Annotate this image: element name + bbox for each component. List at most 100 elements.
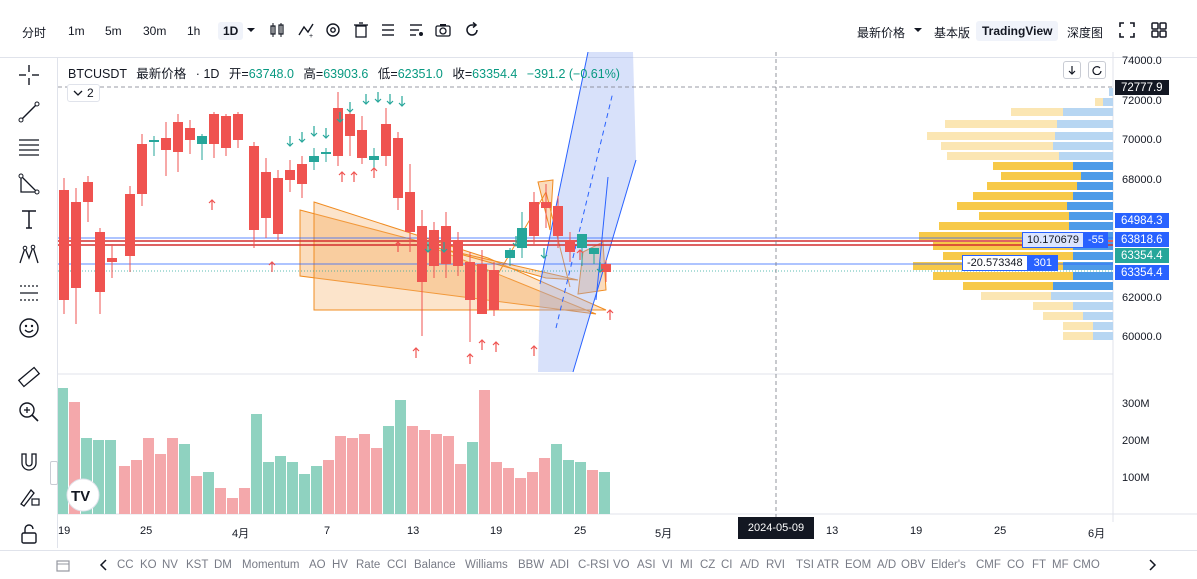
zoom-icon[interactable] [14,398,44,426]
lock-icon[interactable] [14,520,44,548]
indicator-item[interactable]: DM [214,559,232,571]
fullscreen-icon[interactable] [1117,20,1137,40]
volume-profile-bar [1063,108,1113,116]
signal-arrow [268,261,276,272]
indicator-item[interactable]: MI [680,559,693,571]
layout-grid-icon[interactable] [1149,20,1169,40]
timeframe-5m[interactable]: 5m [105,24,122,38]
indicator-item[interactable]: FT [1032,559,1047,571]
indicator-item[interactable]: RVI [766,559,785,571]
symbol-name[interactable]: BTCUSDT [68,67,127,81]
timeframe-1h[interactable]: 1h [187,24,201,38]
tradingview-button[interactable]: TradingView [976,21,1059,41]
indicator-item[interactable]: A/D [740,559,760,571]
indicator-item[interactable]: TSI [796,559,814,571]
indicator-item[interactable]: CC [117,559,134,571]
volume-bar [563,460,574,514]
indicator-item[interactable]: CI [721,559,733,571]
refresh-icon [1092,66,1102,75]
pane-collapse-handle[interactable] [50,461,58,485]
emoji-icon[interactable] [14,314,44,342]
time-tick: 19 [58,525,71,537]
filter-list-icon[interactable] [406,20,426,40]
candle-body [489,270,499,310]
indicator-item[interactable]: A/D [877,559,897,571]
indicator-item[interactable]: Williams [465,559,508,571]
arrow-down-icon [1068,66,1076,75]
volume-bar [347,438,358,514]
indicator-item[interactable]: MF [1052,559,1069,571]
indicator-item[interactable]: ASI [637,559,656,571]
signal-arrow [374,92,382,103]
indicator-item[interactable]: CCI [387,559,407,571]
indicator-item[interactable]: KST [186,559,209,571]
timeframe-tick[interactable]: 分时 [22,26,47,40]
price-type-select[interactable]: 最新价格 [857,26,906,40]
undo-icon[interactable] [462,20,482,40]
volume-bar [263,462,274,514]
indicator-item[interactable]: KO [140,559,157,571]
reset-chart-button[interactable] [1088,61,1106,79]
pattern-icon[interactable] [14,241,44,269]
timeframe-dropdown-icon[interactable] [241,20,261,40]
volume-profile-bar [1095,98,1103,106]
indicator-item[interactable]: VO [613,559,630,571]
signal-arrow [286,136,294,147]
timeframe-30m[interactable]: 30m [143,24,167,38]
indicator-item[interactable]: BBW [518,559,545,571]
indicator-item[interactable]: ATR [817,559,840,571]
indicator-item[interactable]: Elder's [931,559,966,571]
depth-chart-button[interactable]: 深度图 [1067,26,1104,40]
indicator-item[interactable]: OBV [901,559,926,571]
indicator-item[interactable]: ADI [550,559,570,571]
indicator-item[interactable]: AO [309,559,326,571]
triangle-icon[interactable] [14,170,44,198]
volume-series [58,388,610,514]
chart-canvas[interactable]: TV [58,52,1197,522]
indicator-item[interactable]: CMF [976,559,1001,571]
scroll-right-icon[interactable] [1148,558,1158,575]
list-icon[interactable] [378,20,398,40]
volume-profile-bar [1073,192,1113,200]
price-tick: 62000.0 [1122,292,1162,304]
brush-lock-icon[interactable] [14,482,44,510]
parallel-channel-drawing[interactable] [538,52,637,373]
camera-icon[interactable] [433,20,453,40]
legend-collapse-button[interactable]: 2 [67,84,100,102]
indicator-item[interactable]: Rate [356,559,381,571]
indicator-item[interactable]: C-RSI [578,559,610,571]
basic-view-button[interactable]: 基本版 [934,26,971,40]
ruler-icon[interactable] [14,363,44,391]
indicator-item[interactable]: EOM [845,559,872,571]
scroll-down-button[interactable] [1063,61,1081,79]
settings-icon[interactable] [323,20,343,40]
indicator-item[interactable]: CZ [700,559,716,571]
timeframe-1d[interactable]: 1D [218,22,244,40]
prediction-icon[interactable] [14,278,44,306]
indicator-item[interactable]: CMO [1073,559,1100,571]
candle-body [477,264,487,314]
candle-body [429,230,439,266]
fib-icon[interactable] [14,133,44,161]
magnet-icon[interactable] [14,448,44,476]
volume-bar [227,498,238,514]
price-type-dropdown-icon[interactable] [908,20,928,40]
indicator-item[interactable]: VI [662,559,673,571]
text-icon[interactable] [14,205,44,233]
calendar-icon[interactable] [56,558,70,575]
indicators-icon[interactable]: + [296,20,316,40]
candle-body [381,124,391,156]
timeframe-1m[interactable]: 1m [68,24,85,38]
indicator-item[interactable]: Momentum [242,559,300,571]
trash-icon[interactable] [351,20,371,40]
candle-style-icon[interactable] [267,20,287,40]
indicator-item[interactable]: Balance [414,559,456,571]
price-chart[interactable]: TV [58,52,1197,522]
trendline-icon[interactable] [14,98,44,126]
indicator-item[interactable]: CO [1007,559,1025,571]
crosshair-icon[interactable] [14,61,44,89]
tradingview-logo-icon[interactable]: TV [66,478,100,512]
indicator-item[interactable]: NV [162,559,178,571]
scroll-left-icon[interactable] [98,558,108,575]
indicator-item[interactable]: HV [332,559,348,571]
